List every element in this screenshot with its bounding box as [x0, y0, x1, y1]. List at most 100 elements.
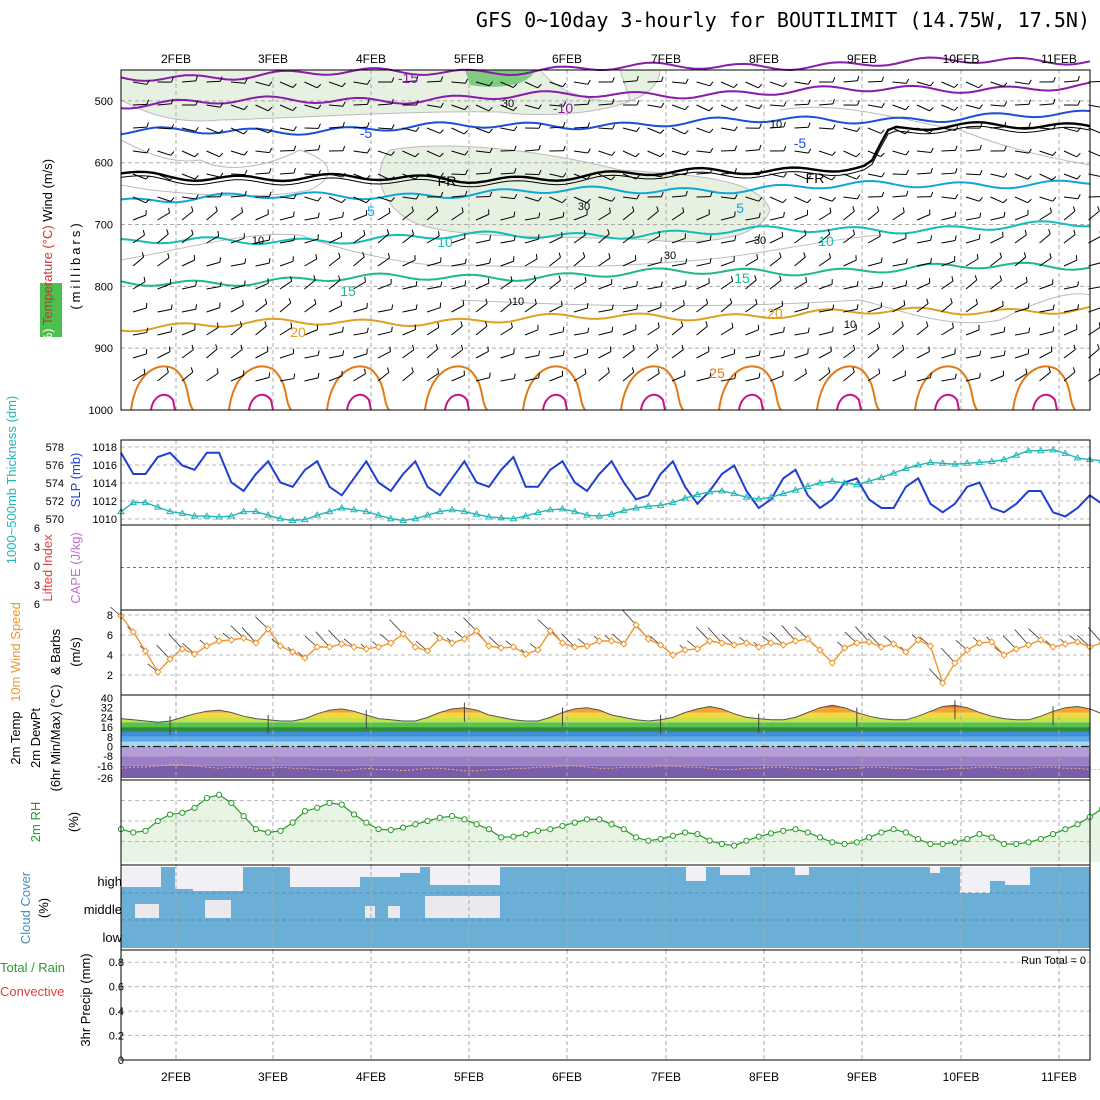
rh2m-point	[890, 826, 897, 833]
wind10m-point	[362, 645, 370, 653]
wind-barb	[143, 368, 146, 374]
wind-barb	[426, 372, 439, 382]
precip-tick: 0	[118, 1055, 124, 1067]
wind10m-point	[730, 641, 738, 649]
wind-barb	[745, 104, 760, 110]
wind-barb	[720, 127, 735, 132]
contour-label: 20	[767, 305, 783, 321]
rh2m-point	[669, 832, 676, 839]
wind-barb	[831, 176, 836, 181]
wind-barb	[684, 105, 689, 111]
wind-barb	[415, 175, 420, 180]
wind-barb	[881, 257, 883, 263]
wind-barb	[1014, 103, 1030, 106]
wind-barb	[230, 325, 243, 336]
slp-tick: 1012	[93, 496, 117, 508]
rh2m-point	[902, 829, 909, 836]
wind-barb	[366, 327, 369, 333]
wind-barb	[489, 191, 493, 197]
wind-barb	[573, 281, 587, 290]
wind-barb	[745, 196, 760, 202]
rh2m-unit: (%)	[66, 812, 81, 832]
wind-barb	[216, 368, 219, 374]
wind-barb	[930, 191, 934, 197]
wind-barb	[867, 127, 882, 134]
lifted-index-ylabel: Lifted Index	[40, 534, 55, 602]
wind-barb	[558, 275, 561, 281]
wind-barb	[731, 322, 734, 328]
thickness-tick: 574	[46, 478, 64, 490]
wind-barb	[685, 280, 687, 286]
slp-tick: 1014	[93, 478, 117, 490]
thickness-tick: 578	[46, 442, 64, 454]
wind-barb	[818, 308, 833, 313]
wind-barb	[587, 99, 591, 105]
wind-barb	[794, 81, 809, 85]
wind-barb	[489, 235, 492, 241]
wind10m-barb	[1014, 629, 1029, 646]
wind-barb	[524, 377, 539, 382]
wind10m-point	[669, 651, 677, 659]
contour-label: -15	[398, 70, 418, 86]
thickness-point	[1061, 449, 1070, 456]
wind-barb	[843, 259, 857, 267]
wind-barb	[132, 81, 147, 85]
wind-barb	[500, 172, 515, 175]
wind-barb	[415, 280, 418, 287]
fill-layer	[120, 69, 1100, 948]
wind10m-point	[338, 640, 346, 648]
wind-barb	[965, 173, 981, 176]
wind-barb	[386, 367, 390, 373]
wind-barb	[279, 240, 294, 244]
lifted-index-tick: 6	[34, 599, 40, 611]
wind-barb	[905, 258, 908, 264]
wind-barb	[881, 76, 885, 82]
wind-barb	[806, 198, 812, 204]
wind-barb	[524, 104, 539, 110]
wind10m-barb	[794, 626, 809, 640]
thickness-point	[423, 511, 432, 518]
wind-barb	[464, 150, 469, 156]
wind-barb	[979, 123, 983, 129]
thickness-point	[252, 507, 260, 515]
wind-barb	[217, 231, 220, 237]
thickness-tick: 576	[46, 460, 64, 472]
wind-barb	[181, 234, 194, 244]
wind-barb	[279, 216, 294, 221]
cloud-clear	[121, 867, 161, 887]
wind-barb	[1053, 77, 1056, 83]
wind-barb	[941, 260, 955, 267]
wind-barb	[451, 374, 465, 382]
wind-barb	[671, 81, 686, 84]
rh2m-point	[804, 829, 811, 836]
wind-barb	[598, 103, 613, 106]
wind-barb	[941, 353, 956, 359]
thickness-point	[448, 505, 457, 513]
wind10m-point	[350, 643, 358, 651]
rh-contour-label: 30	[502, 98, 514, 110]
wind-barb	[206, 307, 220, 313]
wind-barb	[1076, 174, 1081, 180]
wind-barb	[647, 173, 662, 178]
wind-barb	[941, 327, 954, 336]
wind-barb	[671, 349, 684, 359]
thickness-point	[803, 482, 812, 490]
wind-barb	[353, 81, 368, 85]
wind-barb	[965, 196, 980, 202]
wind-barb	[353, 126, 368, 129]
wind-barb	[304, 329, 318, 336]
wind-barb	[929, 128, 934, 134]
rh2m-point	[878, 829, 885, 836]
wind-barb	[562, 172, 567, 178]
wind10m-point	[767, 639, 775, 647]
wind-barb	[388, 207, 391, 213]
wind-barb	[794, 173, 808, 180]
isotherm-line	[120, 81, 1091, 110]
thickness-point	[325, 507, 334, 515]
wind-barb	[745, 354, 760, 359]
wind-barb	[631, 206, 635, 212]
isotherm-line	[120, 120, 1091, 185]
wind-barb	[903, 300, 906, 306]
wind-barb	[622, 127, 637, 132]
wind-barb	[709, 235, 712, 241]
